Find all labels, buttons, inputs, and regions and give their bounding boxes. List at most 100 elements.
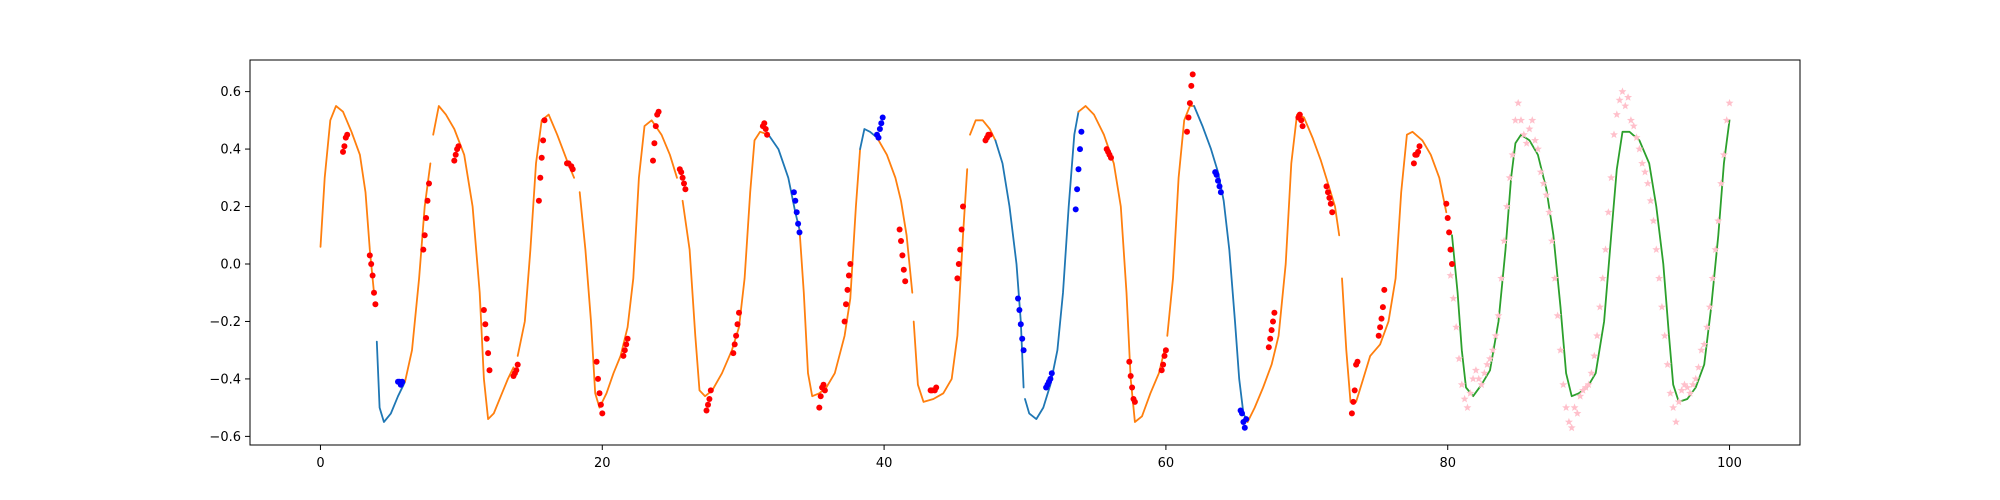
red-point — [541, 117, 548, 124]
red-point — [1126, 358, 1133, 365]
pink-star-point — [1626, 116, 1635, 124]
red-point — [1378, 315, 1385, 322]
red-point — [898, 238, 904, 244]
y-tick-label: −0.4 — [209, 372, 241, 387]
pink-star-point — [1517, 116, 1525, 124]
y-tick-label: −0.6 — [209, 430, 241, 445]
blue-point — [1047, 375, 1054, 382]
red-point — [707, 387, 714, 394]
line-segment-blue — [375, 340, 406, 423]
pink-star-point — [1514, 98, 1523, 107]
pink-star-point — [1641, 167, 1649, 176]
pink-star-point — [1666, 389, 1675, 397]
pink-star-point — [1686, 389, 1695, 397]
red-point — [344, 131, 351, 138]
red-point — [1185, 114, 1192, 121]
red-point — [1188, 82, 1195, 89]
red-point — [482, 321, 489, 328]
red-point — [847, 261, 854, 267]
blue-point — [876, 126, 883, 132]
red-point — [736, 309, 742, 316]
x-tick-label: 20 — [594, 456, 611, 471]
blue-point — [878, 120, 885, 127]
red-point — [455, 143, 462, 150]
line-segment-blue — [859, 128, 878, 150]
pink-star-point — [1584, 380, 1593, 389]
red-point — [624, 335, 631, 342]
pink-star-point — [1564, 417, 1573, 426]
plot-frame — [249, 59, 1801, 446]
red-point — [1184, 128, 1190, 135]
blue-point — [793, 209, 800, 216]
red-point — [734, 321, 741, 328]
pink-star-point — [1508, 150, 1517, 159]
red-point — [762, 126, 769, 132]
red-point — [480, 307, 487, 313]
pink-star-point — [1548, 236, 1556, 245]
red-point — [537, 174, 544, 181]
pink-star-point — [1612, 110, 1621, 118]
red-point — [1350, 398, 1357, 405]
pink-star-point — [1610, 130, 1618, 139]
pink-star-point — [1714, 216, 1723, 225]
blue-point — [795, 220, 802, 227]
pink-star-point — [1598, 274, 1607, 282]
pink-star-point — [1573, 409, 1582, 417]
red-point — [1327, 200, 1334, 207]
red-point — [341, 143, 348, 150]
red-point — [761, 120, 768, 127]
pink-star-point — [1677, 386, 1686, 394]
pink-star-point — [1559, 380, 1568, 389]
pink-star-point — [1632, 133, 1641, 141]
y-axis: −0.6 −0.4 −0.2 0.0 0.2 0.4 0.6 — [209, 85, 250, 445]
pink-star-point — [1500, 236, 1509, 245]
red-point — [514, 361, 521, 368]
red-point — [954, 275, 961, 282]
pink-star-point — [1587, 369, 1596, 377]
red-point — [955, 261, 962, 267]
line-segment-orange — [1246, 113, 1341, 423]
red-point — [569, 166, 576, 173]
pink-star-point — [1576, 392, 1585, 400]
pink-star-point — [1550, 274, 1559, 282]
pink-star-point — [1655, 274, 1664, 282]
blue-point — [1078, 128, 1085, 135]
red-point — [933, 384, 940, 391]
pink-star-point — [1615, 96, 1624, 104]
pink-star-point — [1683, 383, 1692, 391]
red-point — [1354, 358, 1361, 365]
blue-point — [399, 378, 406, 385]
red-point — [896, 226, 903, 233]
pink-star-point — [1545, 208, 1554, 216]
red-point — [1348, 410, 1355, 417]
red-point — [733, 332, 740, 339]
pink-star-point — [1663, 360, 1672, 368]
pink-star-point — [1595, 302, 1604, 311]
pink-star-point — [1705, 302, 1714, 311]
red-point — [1447, 246, 1454, 253]
red-point — [817, 393, 824, 400]
line-segment-blue — [994, 139, 1025, 389]
pink-star-point — [1649, 216, 1658, 225]
red-point — [540, 137, 547, 144]
red-point — [421, 232, 428, 239]
red-point — [340, 148, 346, 155]
series-points — [340, 71, 1734, 432]
pink-star-point — [1457, 380, 1466, 389]
red-point — [1410, 160, 1417, 167]
x-axis: 0 20 40 60 80 100 — [316, 445, 1742, 471]
pink-star-point — [1700, 340, 1709, 348]
red-point — [1375, 332, 1382, 339]
line-segment-orange — [798, 148, 861, 398]
red-point — [1162, 347, 1169, 354]
pink-star-point — [1505, 173, 1514, 182]
red-point — [1267, 335, 1274, 342]
red-point — [368, 261, 375, 267]
red-point — [1296, 111, 1303, 118]
pink-star-point — [1497, 274, 1506, 282]
pink-star-point — [1581, 383, 1590, 391]
pink-star-point — [1674, 397, 1683, 406]
red-point — [372, 301, 379, 308]
line-segment-orange — [404, 162, 432, 383]
red-point — [682, 186, 689, 193]
